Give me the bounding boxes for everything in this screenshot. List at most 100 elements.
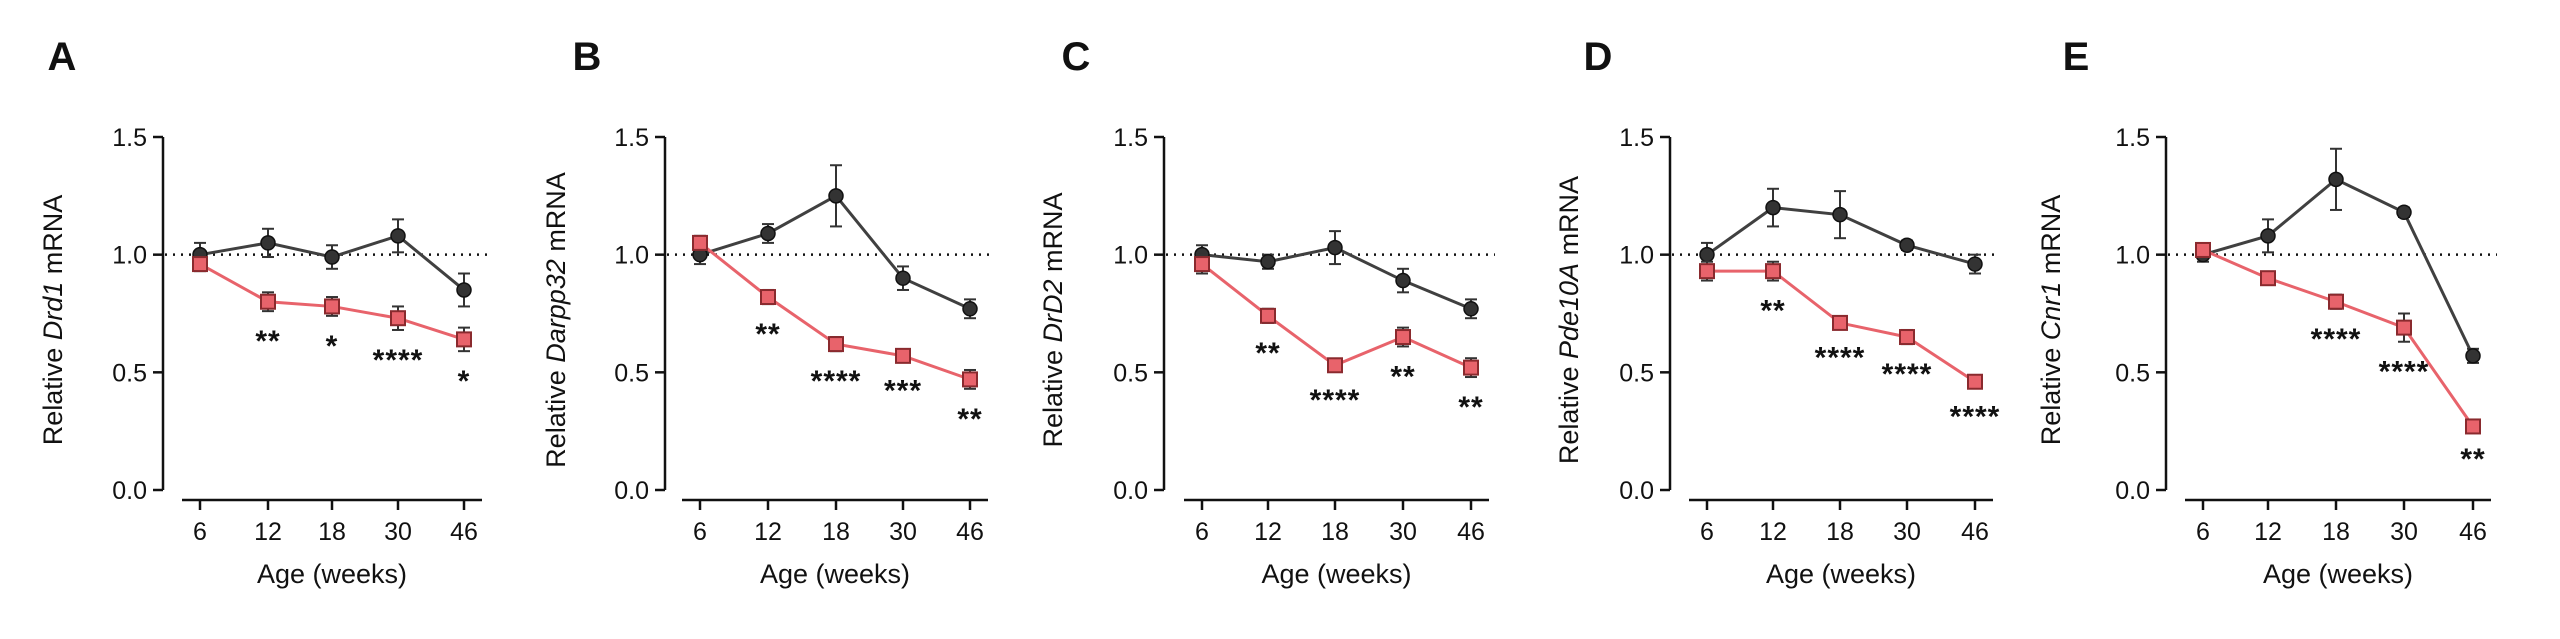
data-point-circle [2260, 228, 2276, 244]
significance-label: **** [1815, 342, 1866, 375]
x-axis-title: Age (weeks) [760, 559, 910, 589]
x-tick-label: 30 [1893, 518, 1921, 546]
x-tick-label: 30 [2390, 518, 2418, 546]
x-tick-label: 6 [2196, 518, 2210, 546]
data-point-circle [1463, 301, 1479, 317]
data-point-square [828, 336, 844, 353]
y-axis-title: Relative Cnr1 mRNA [2036, 195, 2066, 446]
x-tick-label: 30 [889, 518, 917, 546]
x-tick-label: 18 [822, 518, 850, 546]
data-point-square [1463, 359, 1479, 376]
y-tick-label: 0.0 [112, 477, 147, 505]
data-point-square [962, 371, 978, 388]
x-tick-label: 46 [1961, 518, 1989, 546]
panel-c: C 0.0 0.5 1.0 1.5 6 12 18 30 46 Age (weeks) Relativ… [1038, 35, 1495, 589]
significance-label: **** [1882, 358, 1933, 391]
y-axis-title: Relative DrD2 mRNA [1038, 192, 1068, 447]
data-point-square [2465, 418, 2481, 435]
x-axis-title: Age (weeks) [1261, 559, 1411, 589]
significance-label: *** [884, 375, 922, 408]
data-point-circle [1765, 199, 1781, 216]
significance-label: * [326, 330, 339, 363]
x-axis-title: Age (weeks) [257, 559, 407, 589]
y-tick-label: 1.0 [2115, 242, 2150, 270]
x-tick-label: 18 [2322, 518, 2350, 546]
data-point-square [1899, 329, 1915, 346]
significance-label: **** [1950, 400, 2001, 433]
data-point-square [1260, 307, 1276, 324]
panel-label: C [1062, 35, 1091, 79]
y-tick-label: 1.0 [1619, 242, 1654, 270]
data-point-circle [390, 228, 406, 244]
x-tick-label: 12 [2254, 518, 2282, 546]
data-point-square [456, 331, 472, 348]
y-tick-label: 0.5 [614, 359, 649, 387]
significance-label: * [458, 365, 471, 398]
significance-label: **** [1310, 384, 1361, 417]
data-point-circle [1967, 256, 1983, 272]
y-tick-label: 0.0 [1113, 477, 1148, 505]
x-axis-title: Age (weeks) [2263, 559, 2413, 589]
panel-label: A [48, 35, 77, 79]
data-point-circle [456, 282, 472, 298]
data-point-square [1967, 373, 1983, 390]
x-tick-label: 12 [754, 518, 782, 546]
data-point-square [260, 293, 276, 310]
panel-d: D 0.0 0.5 1.0 1.5 6 12 18 30 46 Age (weeks) Relativ… [1554, 35, 2001, 589]
x-tick-label: 18 [1826, 518, 1854, 546]
x-tick-label: 12 [254, 518, 282, 546]
significance-label: **** [2379, 356, 2430, 389]
significance-label: **** [2311, 323, 2362, 356]
y-tick-label: 1.0 [614, 242, 649, 270]
x-tick-label: 46 [2459, 518, 2487, 546]
y-tick-label: 1.0 [1113, 242, 1148, 270]
x-tick-label: 46 [956, 518, 984, 546]
series-line-square [1201, 262, 1472, 369]
data-point-circle [962, 301, 978, 317]
significance-label: ** [957, 403, 982, 436]
x-tick-label: 46 [1457, 518, 1485, 546]
data-point-circle [2465, 348, 2481, 364]
significance-label: ** [1458, 391, 1483, 424]
data-point-circle [828, 188, 844, 204]
panel-label: E [2063, 35, 2090, 79]
y-tick-label: 1.5 [1619, 124, 1654, 152]
y-tick-label: 0.0 [614, 477, 649, 505]
panel-b: B 0.0 0.5 1.0 1.5 6 12 18 30 46 Age (weeks) Relativ… [541, 35, 994, 589]
data-point-circle [895, 270, 911, 286]
panel-e: E 0.0 0.5 1.0 1.5 6 12 18 30 46 Age (weeks) Relativ… [2036, 35, 2497, 589]
significance-label: ** [2460, 443, 2485, 476]
x-tick-label: 18 [318, 518, 346, 546]
data-point-square [760, 289, 776, 306]
y-tick-label: 1.5 [614, 124, 649, 152]
series-line-circle [1201, 246, 1472, 311]
data-point-circle [2328, 171, 2344, 188]
data-point-square [1699, 263, 1715, 280]
significance-label: ** [255, 325, 280, 358]
significance-label: ** [755, 318, 780, 351]
y-tick-label: 0.5 [2115, 359, 2150, 387]
significance-label: **** [811, 365, 862, 398]
significance-label: **** [373, 344, 424, 377]
y-tick-label: 0.5 [112, 359, 147, 387]
x-tick-label: 6 [1700, 518, 1714, 546]
panel-a: A 0.0 0.5 1.0 1.5 6 12 18 30 46 Age (weeks) Relativ… [38, 35, 488, 589]
y-axis-title: Relative Drd1 mRNA [38, 195, 68, 446]
data-point-square [1832, 314, 1848, 331]
data-point-square [2396, 319, 2412, 336]
x-tick-label: 6 [1195, 518, 1209, 546]
panel-label: B [573, 35, 602, 79]
data-point-square [692, 234, 708, 251]
data-point-circle [1699, 246, 1715, 263]
x-tick-label: 46 [450, 518, 478, 546]
significance-label: ** [1760, 295, 1785, 328]
y-tick-label: 1.5 [1113, 124, 1148, 152]
data-point-circle [324, 249, 340, 265]
data-point-square [192, 256, 208, 273]
data-point-square [895, 347, 911, 364]
data-point-circle [1395, 272, 1411, 289]
data-point-square [2328, 293, 2344, 310]
series-line-square [699, 241, 971, 381]
y-tick-label: 1.5 [2115, 124, 2150, 152]
